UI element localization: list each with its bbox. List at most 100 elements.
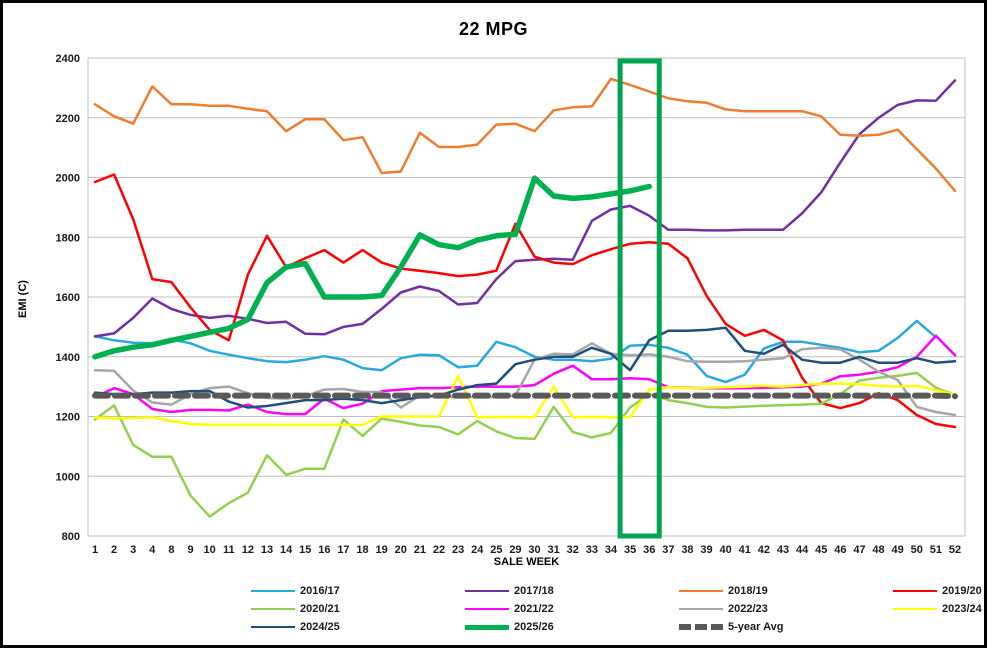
legend-swatch — [679, 590, 723, 592]
x-tick-50: 50 — [911, 544, 923, 556]
series-line-2016-17 — [93, 319, 938, 384]
x-tick-32: 32 — [567, 544, 579, 556]
x-tick-21: 21 — [414, 544, 426, 556]
highlight-box-weeks-35-36 — [617, 58, 662, 539]
series-line-2024-25 — [93, 326, 957, 409]
x-tick-4: 4 — [149, 544, 156, 556]
legend-swatch — [893, 608, 937, 610]
legend-swatch — [679, 608, 723, 610]
legend-item-2024-25: 2024/25 — [251, 620, 340, 634]
legend-label: 2022/23 — [728, 603, 768, 615]
legend-swatch — [251, 590, 295, 592]
legend-swatch — [251, 608, 295, 610]
legend-label: 2023/24 — [942, 603, 982, 615]
y-tick-800: 800 — [62, 531, 80, 543]
x-tick-46: 46 — [834, 544, 846, 556]
legend-label: 2024/25 — [300, 621, 340, 633]
y-tick-2000: 2000 — [56, 173, 80, 185]
y-tick-1200: 1200 — [56, 412, 80, 424]
series-line-2017-18 — [93, 79, 957, 338]
series-line-2023-24 — [93, 374, 957, 427]
x-tick-37: 37 — [662, 544, 674, 556]
x-tick-12: 12 — [242, 544, 254, 556]
legend-label: 2021/22 — [514, 603, 554, 615]
legend-swatch — [251, 626, 295, 628]
x-tick-42: 42 — [758, 544, 770, 556]
x-tick-49: 49 — [892, 544, 904, 556]
x-tick-44: 44 — [796, 544, 809, 556]
series-line-2018-19 — [93, 77, 957, 193]
x-tick-34: 34 — [605, 544, 618, 556]
y-tick-1000: 1000 — [56, 471, 80, 483]
legend-item-2020-21: 2020/21 — [251, 602, 340, 616]
x-tick-19: 19 — [376, 544, 388, 556]
x-tick-45: 45 — [815, 544, 827, 556]
legend-label: 5-year Avg — [728, 621, 784, 633]
x-tick-43: 43 — [777, 544, 789, 556]
x-tick-13: 13 — [261, 544, 273, 556]
legend-item-5-year-avg: 5-year Avg — [679, 620, 783, 634]
y-tick-2200: 2200 — [56, 113, 80, 125]
legend-item-2019-20: 2019/20 — [893, 584, 982, 598]
x-tick-25: 25 — [490, 544, 502, 556]
legend-item-2022-23: 2022/23 — [679, 602, 768, 616]
series-line-2022-23 — [93, 342, 957, 417]
x-tick-9: 9 — [187, 544, 193, 556]
x-tick-36: 36 — [643, 544, 655, 556]
legend-item-2016-17: 2016/17 — [251, 584, 340, 598]
x-tick-10: 10 — [204, 544, 216, 556]
legend-swatch — [893, 590, 937, 592]
x-tick-41: 41 — [739, 544, 751, 556]
x-tick-16: 16 — [318, 544, 330, 556]
x-tick-11: 11 — [223, 544, 235, 556]
x-tick-1: 1 — [92, 544, 98, 556]
x-tick-40: 40 — [720, 544, 732, 556]
chart-title: 22 MPG — [458, 19, 529, 39]
legend-swatch — [465, 624, 509, 630]
x-tick-29: 29 — [509, 544, 521, 556]
x-tick-31: 31 — [548, 544, 560, 556]
legend-swatch — [465, 608, 509, 610]
legend-label: 2020/21 — [300, 603, 340, 615]
x-tick-48: 48 — [872, 544, 884, 556]
x-tick-20: 20 — [395, 544, 407, 556]
x-tick-18: 18 — [356, 544, 368, 556]
legend-swatch — [679, 624, 723, 630]
x-tick-51: 51 — [930, 544, 942, 556]
x-tick-39: 39 — [700, 544, 712, 556]
x-tick-23: 23 — [452, 544, 464, 556]
x-tick-8: 8 — [168, 544, 174, 556]
legend-swatch — [465, 590, 509, 592]
series-line-2020-21 — [93, 371, 957, 518]
x-tick-15: 15 — [299, 544, 311, 556]
legend-item-2021-22: 2021/22 — [465, 602, 554, 616]
legend-label: 2017/18 — [514, 585, 554, 597]
x-tick-17: 17 — [337, 544, 349, 556]
x-tick-22: 22 — [433, 544, 445, 556]
x-axis-title: SALE WEEK — [493, 556, 560, 568]
legend-label: 2018/19 — [728, 585, 768, 597]
x-tick-47: 47 — [853, 544, 865, 556]
x-tick-35: 35 — [624, 544, 636, 556]
x-tick-2: 2 — [111, 544, 117, 556]
x-tick-30: 30 — [528, 544, 540, 556]
series-line-5-year-avg — [92, 392, 958, 400]
y-tick-1600: 1600 — [56, 292, 80, 304]
y-tick-1800: 1800 — [56, 232, 80, 244]
legend-item-2017-18: 2017/18 — [465, 584, 554, 598]
x-tick-38: 38 — [681, 544, 693, 556]
legend-label: 2019/20 — [942, 585, 982, 597]
x-tick-14: 14 — [280, 544, 293, 556]
y-tick-2400: 2400 — [56, 53, 80, 65]
legend-label: 2016/17 — [300, 585, 340, 597]
y-tick-1400: 1400 — [56, 352, 80, 364]
series-line-2019-20 — [93, 173, 957, 429]
legend-item-2023-24: 2023/24 — [893, 602, 982, 616]
x-tick-24: 24 — [471, 544, 484, 556]
x-tick-52: 52 — [949, 544, 961, 556]
legend-item-2025-26: 2025/26 — [465, 620, 554, 634]
x-tick-33: 33 — [586, 544, 598, 556]
series-line-2025-26 — [92, 175, 652, 360]
